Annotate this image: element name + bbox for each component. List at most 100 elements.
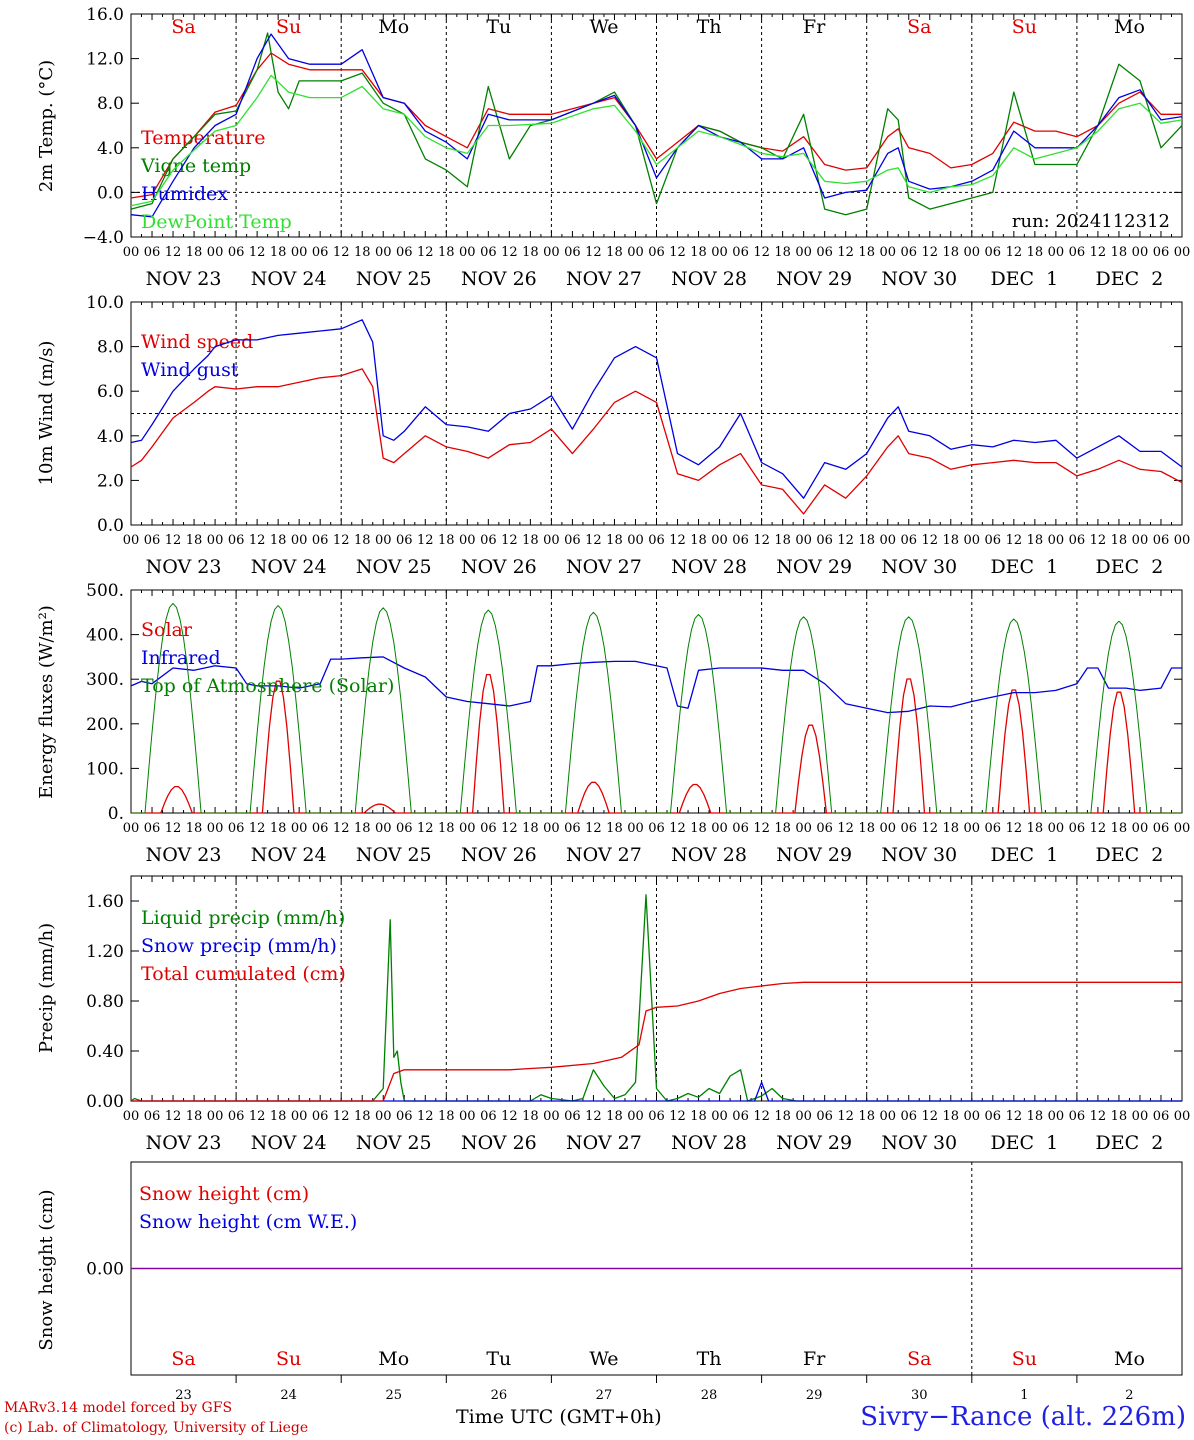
legend-entry: Snow precip (mm/h) bbox=[141, 935, 337, 957]
hour-label: 18 bbox=[606, 533, 623, 548]
hour-label: 18 bbox=[354, 821, 371, 836]
hour-label: 18 bbox=[774, 821, 791, 836]
hour-label: 06 bbox=[480, 245, 497, 260]
hour-label: 12 bbox=[333, 1109, 350, 1124]
y-tick-label: 12.0 bbox=[86, 50, 124, 70]
time-axis-label: Time UTC (GMT+0h) bbox=[456, 1406, 662, 1428]
y-tick-label: 0.40 bbox=[86, 1042, 124, 1062]
hour-label: 00 bbox=[1174, 245, 1191, 260]
hour-label: 18 bbox=[438, 821, 455, 836]
hour-label: 00 bbox=[207, 821, 224, 836]
hour-label: 00 bbox=[964, 1109, 981, 1124]
hour-label: 06 bbox=[144, 1109, 161, 1124]
weekday-label: Su bbox=[1012, 16, 1037, 38]
hour-label: 18 bbox=[1027, 533, 1044, 548]
hour-label: 18 bbox=[943, 245, 960, 260]
day-number-label: 29 bbox=[806, 1388, 823, 1403]
hour-label: 06 bbox=[564, 245, 581, 260]
hour-label: 12 bbox=[333, 533, 350, 548]
hour-label: 00 bbox=[207, 533, 224, 548]
hour-label: 12 bbox=[585, 533, 602, 548]
series-line-3 bbox=[130, 74, 1183, 207]
y-tick-label: 8.0 bbox=[97, 94, 124, 114]
hour-label: 00 bbox=[795, 1109, 812, 1124]
day-number-label: 2 bbox=[1125, 1388, 1133, 1403]
weekday-label: Sa bbox=[907, 16, 931, 38]
hour-label: 00 bbox=[1132, 245, 1149, 260]
hour-label: 12 bbox=[165, 821, 182, 836]
hour-label: 18 bbox=[774, 245, 791, 260]
date-label: NOV 28 bbox=[671, 268, 747, 290]
legend-entry: Top of Atmosphere (Solar) bbox=[141, 675, 394, 697]
hour-label: 18 bbox=[1027, 821, 1044, 836]
y-axis-label: 10m Wind (m/s) bbox=[36, 341, 57, 486]
legend-entry: Vigne temp bbox=[140, 155, 251, 177]
hour-label: 00 bbox=[543, 821, 560, 836]
date-label: NOV 24 bbox=[251, 556, 327, 578]
hour-label: 06 bbox=[900, 245, 917, 260]
legend-entry: Wind gust bbox=[141, 359, 239, 381]
hour-label: 12 bbox=[921, 1109, 938, 1124]
hour-label: 12 bbox=[501, 821, 518, 836]
date-label: NOV 23 bbox=[146, 844, 222, 866]
y-axis-label: Energy fluxes (W/m²) bbox=[36, 605, 57, 799]
weekday-label: Fr bbox=[803, 1348, 826, 1370]
hour-label: 00 bbox=[543, 533, 560, 548]
hour-label: 00 bbox=[291, 821, 308, 836]
hour-label: 00 bbox=[1132, 821, 1149, 836]
hour-label: 12 bbox=[249, 245, 266, 260]
hour-label: 18 bbox=[774, 533, 791, 548]
weekday-label: Mo bbox=[1114, 16, 1145, 38]
date-label: NOV 24 bbox=[251, 844, 327, 866]
y-tick-label: 0. bbox=[108, 804, 124, 824]
hour-label: 00 bbox=[879, 1109, 896, 1124]
hour-label: 18 bbox=[690, 821, 707, 836]
hour-label: 12 bbox=[921, 821, 938, 836]
legend-entry: DewPoint Temp bbox=[141, 211, 292, 233]
hour-label: 00 bbox=[879, 245, 896, 260]
weekday-label: Th bbox=[697, 16, 722, 38]
series-line-1 bbox=[130, 32, 1183, 216]
hour-label: 06 bbox=[1069, 245, 1086, 260]
date-label: NOV 23 bbox=[146, 268, 222, 290]
hour-label: 00 bbox=[795, 245, 812, 260]
hour-label: 18 bbox=[690, 245, 707, 260]
hour-label: 12 bbox=[585, 1109, 602, 1124]
hour-label: 12 bbox=[669, 821, 686, 836]
hour-label: 06 bbox=[396, 821, 413, 836]
y-tick-label: 4.0 bbox=[97, 427, 124, 447]
hour-label: 12 bbox=[669, 245, 686, 260]
hour-label: 12 bbox=[837, 533, 854, 548]
hour-label: 18 bbox=[1111, 245, 1128, 260]
date-label: NOV 30 bbox=[881, 844, 957, 866]
hour-label: 18 bbox=[606, 1109, 623, 1124]
hour-label: 18 bbox=[774, 1109, 791, 1124]
hour-label: 12 bbox=[165, 1109, 182, 1124]
series-line-0 bbox=[130, 894, 1182, 1102]
date-label: DEC 2 bbox=[1096, 844, 1164, 866]
hour-label: 18 bbox=[943, 533, 960, 548]
day-number-label: 1 bbox=[1020, 1388, 1028, 1403]
date-label: NOV 27 bbox=[566, 1132, 642, 1154]
hour-label: 12 bbox=[333, 245, 350, 260]
hour-label: 00 bbox=[459, 533, 476, 548]
date-label: NOV 27 bbox=[566, 556, 642, 578]
hour-label: 12 bbox=[669, 1109, 686, 1124]
hour-label: 00 bbox=[207, 245, 224, 260]
hour-label: 18 bbox=[606, 245, 623, 260]
hour-label: 06 bbox=[396, 1109, 413, 1124]
hour-label: 12 bbox=[249, 533, 266, 548]
hour-label: 00 bbox=[375, 533, 392, 548]
y-axis-label: Snow height (cm) bbox=[36, 1189, 57, 1350]
hour-label: 18 bbox=[1111, 821, 1128, 836]
hour-label: 00 bbox=[543, 245, 560, 260]
hour-label: 18 bbox=[354, 245, 371, 260]
hour-label: 06 bbox=[648, 821, 665, 836]
hour-label: 06 bbox=[900, 1109, 917, 1124]
hour-label: 12 bbox=[417, 245, 434, 260]
y-tick-label: 1.60 bbox=[86, 892, 124, 912]
date-label: NOV 24 bbox=[251, 268, 327, 290]
date-label: NOV 26 bbox=[461, 844, 537, 866]
series-line-0 bbox=[130, 368, 1183, 515]
hour-label: 06 bbox=[648, 245, 665, 260]
